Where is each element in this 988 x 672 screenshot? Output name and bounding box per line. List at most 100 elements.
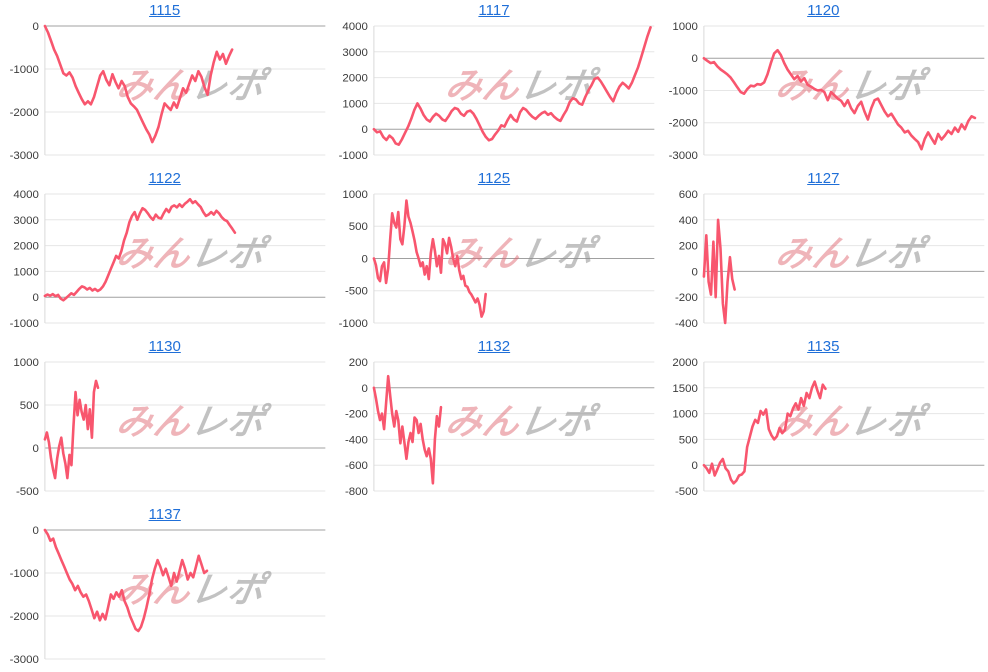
y-tick-label: 600 [678, 189, 697, 201]
y-tick-label: -500 [16, 486, 39, 498]
chart-title-link[interactable]: 1127 [807, 170, 840, 187]
series-line [702, 48, 976, 151]
y-tick-label: -2000 [10, 107, 39, 119]
y-tick-label: -1000 [668, 85, 697, 97]
y-tick-label: 1000 [13, 357, 38, 369]
chart-grid-canvas: 0 -1000 -2000 -3000 [10, 21, 326, 162]
chart-grid-canvas: 1000 0 -1000 -2000 -3000 [668, 21, 984, 162]
chart-grid-canvas: 4000 3000 2000 1000 0 -1000 [339, 21, 655, 162]
chart-title-wrap: 1137 [0, 506, 329, 524]
y-tick-label: 1000 [672, 21, 697, 33]
y-tick-label: -1000 [339, 318, 368, 330]
chart-tile: 1127 600 400 200 0 -200 -400 みんレポ [659, 168, 988, 336]
y-tick-label: 200 [349, 357, 368, 369]
chart-title-link[interactable]: 1135 [807, 338, 840, 355]
chart-tile: 1132 200 0 -200 -400 -600 -800 みんレポ [329, 336, 658, 504]
chart-title-wrap: 1127 [659, 170, 988, 188]
y-tick-label: 2000 [672, 357, 697, 369]
chart-title-link[interactable]: 1137 [148, 506, 181, 523]
chart-title-wrap: 1135 [659, 338, 988, 356]
y-tick-label: 0 [33, 443, 39, 455]
y-tick-label: 1000 [13, 266, 38, 278]
y-tick-label: -3000 [668, 150, 697, 162]
chart-title-link[interactable]: 1130 [148, 338, 181, 355]
y-tick-label: 1500 [672, 383, 697, 395]
series-line [372, 199, 488, 318]
series-line [372, 374, 443, 485]
chart-tile: 1130 1000 500 0 -500 みんレポ [0, 336, 329, 504]
chart-line-canvas [702, 48, 976, 151]
y-tick-label: -1000 [10, 64, 39, 76]
chart-title-wrap: 1117 [329, 2, 658, 20]
chart-tile: 1115 0 -1000 -2000 -3000 みんレポ [0, 0, 329, 168]
y-tick-label: 0 [362, 124, 368, 136]
y-tick-label: 3000 [13, 215, 38, 227]
chart-line-canvas [43, 197, 237, 302]
y-tick-label: 0 [33, 525, 39, 537]
y-tick-label: 0 [362, 383, 368, 395]
y-tick-label: -3000 [10, 150, 39, 162]
y-tick-label: 4000 [13, 189, 38, 201]
y-tick-label: 500 [678, 434, 697, 446]
y-tick-label: -2000 [10, 611, 39, 623]
y-tick-label: -200 [675, 292, 698, 304]
chart-title-wrap: 1125 [329, 170, 658, 188]
y-tick-label: 500 [20, 400, 39, 412]
y-tick-label: 1000 [672, 409, 697, 421]
series-line [43, 528, 209, 633]
chart-title-link[interactable]: 1125 [477, 170, 511, 187]
series-line [702, 218, 736, 325]
chart-title-wrap: 1132 [329, 338, 658, 356]
chart-line-canvas [702, 218, 736, 325]
chart-title-link[interactable]: 1115 [149, 2, 181, 19]
y-tick-label: 3000 [343, 47, 368, 59]
chart-line-canvas [43, 24, 234, 144]
chart-line-canvas [372, 374, 443, 485]
y-tick-label: -1000 [10, 318, 39, 330]
series-line [43, 24, 234, 144]
y-tick-label: 2000 [13, 241, 38, 253]
chart-title-link[interactable]: 1122 [148, 170, 181, 187]
chart-title-link[interactable]: 1132 [477, 338, 511, 355]
chart-tile: 1125 1000 500 0 -500 -1000 みんレポ [329, 168, 658, 336]
chart-grid-canvas: 200 0 -200 -400 -600 -800 [345, 357, 655, 498]
chart-line-canvas [43, 528, 209, 633]
y-tick-label: -2000 [668, 118, 697, 130]
y-tick-label: -200 [345, 409, 368, 421]
y-tick-label: -1000 [339, 150, 368, 162]
y-tick-label: -600 [345, 460, 368, 472]
series-line [43, 379, 100, 480]
chart-title-wrap: 1130 [0, 338, 329, 356]
series-line [43, 197, 237, 302]
chart-grid-canvas: 1000 500 0 -500 [13, 357, 326, 498]
chart-title-link[interactable]: 1120 [807, 2, 840, 19]
chart-grid-canvas: 1000 500 0 -500 -1000 [339, 189, 655, 330]
chart-tile: 1137 0 -1000 -2000 -3000 みんレポ [0, 504, 329, 672]
y-tick-label: -500 [345, 286, 368, 298]
y-tick-label: 0 [691, 53, 697, 65]
chart-grid-canvas: 2000 1500 1000 500 0 -500 [672, 357, 984, 498]
chart-title-wrap: 1122 [0, 170, 329, 188]
y-tick-label: 2000 [343, 73, 368, 85]
y-tick-label: -1000 [10, 568, 39, 580]
y-tick-label: 0 [33, 292, 39, 304]
y-tick-label: 0 [691, 460, 697, 472]
y-tick-label: 0 [362, 253, 368, 265]
y-tick-label: -400 [675, 318, 698, 330]
chart-title-link[interactable]: 1117 [478, 2, 510, 19]
y-tick-label: -3000 [10, 654, 39, 666]
chart-tile: 1120 1000 0 -1000 -2000 -3000 みんレポ [659, 0, 988, 168]
series-line [702, 380, 827, 485]
chart-grid-canvas: 4000 3000 2000 1000 0 -1000 [10, 189, 326, 330]
chart-tile: 1135 2000 1500 1000 500 0 -500 みんレポ [659, 336, 988, 504]
chart-tile: 1117 4000 3000 2000 1000 0 -1000 みんレポ [329, 0, 658, 168]
y-tick-label: -400 [345, 434, 368, 446]
chart-title-wrap: 1120 [659, 2, 988, 20]
chart-title-wrap: 1115 [0, 2, 329, 20]
y-tick-label: 1000 [343, 189, 368, 201]
y-tick-label: -500 [675, 486, 698, 498]
y-tick-label: 400 [678, 215, 697, 227]
chart-grid-canvas: 600 400 200 0 -200 -400 [675, 189, 984, 330]
y-tick-label: 1000 [343, 98, 368, 110]
